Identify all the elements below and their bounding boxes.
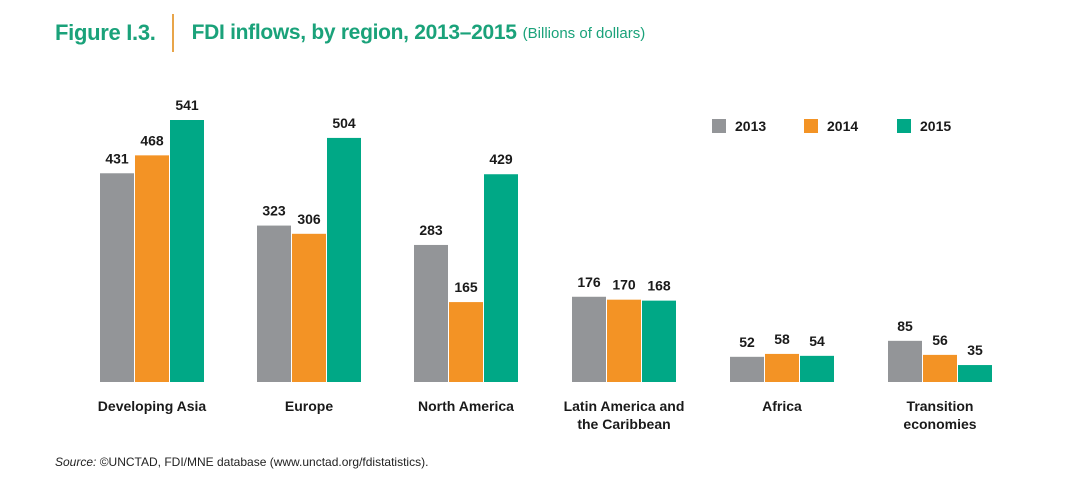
bar (642, 300, 676, 382)
bar (257, 225, 291, 382)
bar (449, 302, 483, 382)
data-label: 35 (967, 342, 983, 358)
legend-label: 2014 (827, 118, 858, 134)
figure-number: Figure I.3. (55, 20, 156, 45)
legend-swatch (712, 119, 726, 133)
data-label: 431 (105, 150, 129, 166)
source-text: ©UNCTAD, FDI/MNE database (www.unctad.or… (99, 455, 429, 469)
header-divider (171, 14, 174, 52)
chart-unit: (Billions of dollars) (522, 24, 646, 42)
data-label: 283 (419, 222, 443, 238)
bar (292, 233, 326, 382)
data-label: 429 (489, 151, 513, 167)
legend-label: 2015 (920, 118, 951, 134)
bar (730, 356, 764, 382)
x-tick-label: North America (418, 398, 514, 414)
data-label: 170 (612, 277, 636, 293)
bar (888, 340, 922, 382)
bar (607, 299, 641, 382)
bar (958, 365, 992, 382)
x-tick-label: the Caribbean (577, 416, 670, 432)
bar (100, 173, 134, 382)
source-note: Source: ©UNCTAD, FDI/MNE database (www.u… (55, 455, 428, 469)
x-tick-label: Transition (907, 398, 974, 414)
bar (414, 244, 448, 382)
bar (765, 353, 799, 382)
data-label: 323 (262, 203, 286, 219)
x-tick-label: economies (903, 416, 976, 432)
bar (923, 354, 957, 382)
chart-title: FDI inflows, by region, 2013–2015 (191, 21, 517, 44)
x-tick-label: Developing Asia (98, 398, 207, 414)
figure-header: Figure I.3. FDI inflows, by region, 2013… (55, 14, 646, 52)
data-label: 56 (932, 332, 948, 348)
data-label: 306 (297, 211, 321, 227)
data-label: 85 (897, 318, 913, 334)
bar (170, 120, 204, 382)
bar (135, 155, 169, 382)
data-label: 504 (332, 115, 356, 131)
data-label: 468 (140, 132, 164, 148)
data-label: 168 (647, 278, 671, 294)
bar (800, 355, 834, 382)
x-tick-label: Latin America and (564, 398, 685, 414)
source-label: Source: (55, 455, 97, 469)
legend-swatch (897, 119, 911, 133)
x-tick-label: Africa (762, 398, 802, 414)
data-label: 52 (739, 334, 755, 350)
data-label: 165 (454, 279, 478, 295)
bar (572, 296, 606, 382)
x-tick-label: Europe (285, 398, 333, 414)
legend-label: 2013 (735, 118, 766, 134)
data-label: 541 (175, 97, 199, 113)
data-label: 54 (809, 333, 825, 349)
bar (484, 174, 518, 382)
legend-swatch (804, 119, 818, 133)
data-label: 58 (774, 331, 790, 347)
bar (327, 137, 361, 382)
data-label: 176 (577, 274, 601, 290)
